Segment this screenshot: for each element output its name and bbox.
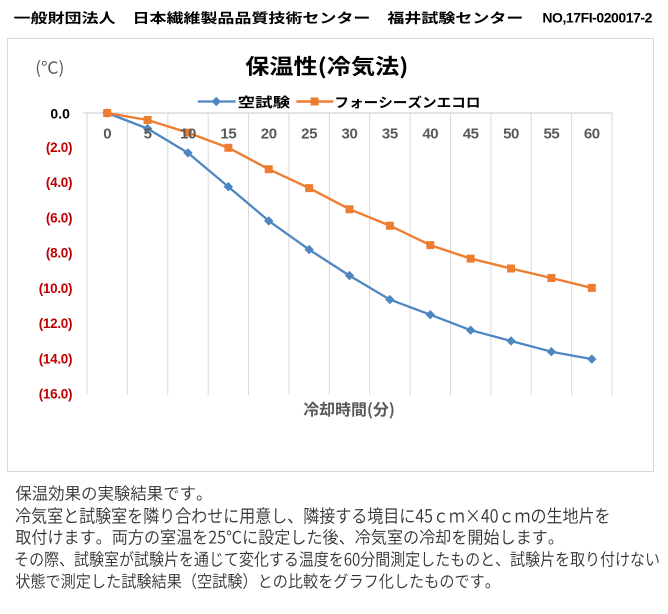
svg-text:40: 40 [422,125,438,142]
svg-text:5: 5 [144,125,152,142]
svg-text:10: 10 [180,125,196,142]
svg-text:(4.0): (4.0) [46,175,72,190]
svg-text:(12.0): (12.0) [39,316,72,331]
svg-text:(2.0): (2.0) [46,140,72,155]
svg-text:(6.0): (6.0) [46,210,72,225]
svg-text:25: 25 [301,125,317,142]
svg-text:(10.0): (10.0) [39,281,72,296]
svg-text:55: 55 [543,125,559,142]
svg-text:35: 35 [382,125,398,142]
svg-text:60: 60 [584,125,600,142]
svg-text:15: 15 [220,125,236,142]
svg-text:NO,17FI-020017-2: NO,17FI-020017-2 [542,10,652,26]
svg-text:20: 20 [261,125,277,142]
svg-text:45: 45 [463,125,479,142]
svg-text:(16.0): (16.0) [39,387,72,402]
svg-text:30: 30 [342,125,358,142]
svg-text:(8.0): (8.0) [46,246,72,261]
svg-text:50: 50 [503,125,519,142]
svg-text:0: 0 [103,125,111,142]
svg-text:0.0: 0.0 [50,106,70,122]
svg-text:(14.0): (14.0) [39,351,72,366]
